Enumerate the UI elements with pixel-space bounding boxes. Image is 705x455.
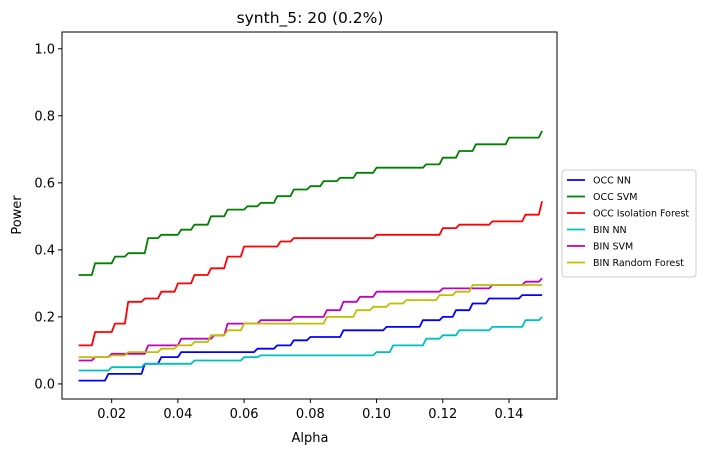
y-tick-label: 0.2 bbox=[34, 310, 55, 325]
series-line-2 bbox=[78, 201, 543, 347]
x-tick-label: 0.10 bbox=[362, 407, 391, 422]
legend-label: BIN SVM bbox=[593, 242, 633, 253]
x-tick-label: 0.12 bbox=[428, 407, 457, 422]
y-axis-label: Power bbox=[10, 195, 25, 235]
x-tick-label: 0.02 bbox=[97, 407, 126, 422]
x-tick-label: 0.08 bbox=[296, 407, 325, 422]
y-tick-label: 0.4 bbox=[34, 243, 55, 258]
legend-label: OCC SVM bbox=[593, 192, 638, 203]
chart-title: synth_5: 20 (0.2%) bbox=[237, 9, 384, 28]
y-tick-label: 1.0 bbox=[34, 42, 55, 57]
x-tick-label: 0.06 bbox=[230, 407, 259, 422]
x-axis-label: Alpha bbox=[292, 431, 329, 446]
y-tick-label: 0.8 bbox=[34, 109, 55, 124]
legend-frame bbox=[561, 169, 697, 278]
y-tick-label: 0.6 bbox=[34, 176, 55, 191]
x-tick-label: 0.04 bbox=[163, 407, 192, 422]
legend-label: OCC NN bbox=[593, 176, 631, 187]
series-line-0 bbox=[78, 294, 543, 382]
series-line-4 bbox=[78, 277, 543, 362]
series-line-1 bbox=[78, 130, 543, 276]
legend-label: BIN Random Forest bbox=[593, 258, 684, 269]
x-tick-label: 0.14 bbox=[495, 407, 524, 422]
x-axis: 0.02 0.04 0.06 0.08 0.10 0.12 0.14 bbox=[97, 399, 523, 422]
legend-label: OCC Isolation Forest bbox=[593, 209, 689, 220]
legend-label: BIN NN bbox=[593, 225, 627, 236]
plot-area bbox=[78, 130, 543, 382]
series-line-5 bbox=[78, 284, 543, 358]
plot-frame bbox=[61, 31, 558, 400]
series-line-3 bbox=[78, 316, 543, 372]
y-tick-label: 0.0 bbox=[34, 377, 55, 392]
y-axis: 0.0 0.2 0.4 0.6 0.8 1.0 bbox=[34, 42, 62, 392]
legend: OCC NN OCC SVM OCC Isolation Forest BIN NN B… bbox=[561, 169, 697, 278]
